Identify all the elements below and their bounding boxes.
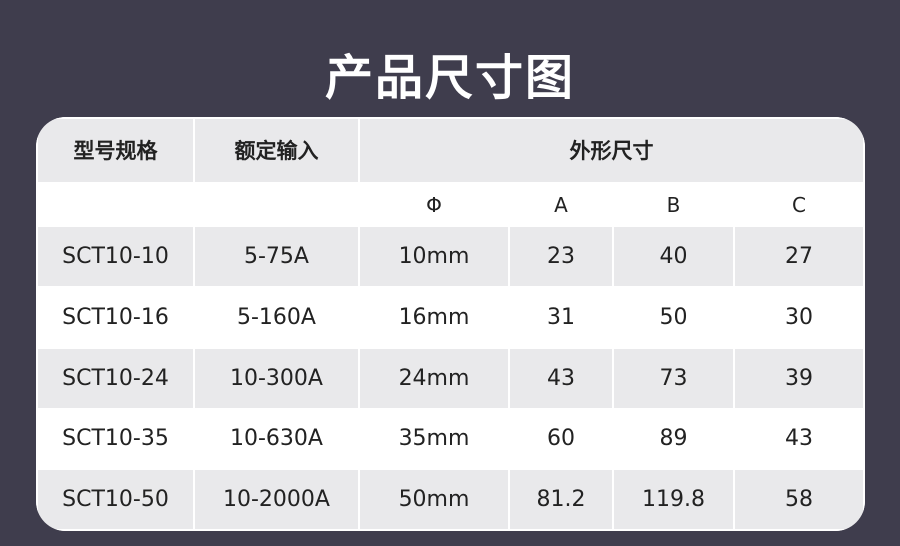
table-row: SCT10-24 10-300A 24mm 43 73 39: [36, 346, 865, 410]
empty-cell: [193, 181, 360, 228]
cell-input: 5-160A: [193, 286, 360, 349]
cell-diameter: 50mm: [358, 468, 510, 531]
cell-input: 10-630A: [193, 407, 360, 471]
subheader-b: B: [612, 181, 735, 228]
cell-diameter: 24mm: [358, 346, 510, 410]
table-header-row: 型号规格 额定输入 外形尺寸: [36, 117, 865, 184]
cell-a: 31: [508, 286, 614, 349]
cell-b: 89: [612, 407, 735, 471]
subheader-c: C: [733, 181, 865, 228]
cell-b: 73: [612, 346, 735, 410]
table-row: SCT10-50 10-2000A 50mm 81.2 119.8 58: [36, 468, 865, 531]
cell-c: 58: [733, 468, 865, 531]
cell-b: 119.8: [612, 468, 735, 531]
cell-diameter: 16mm: [358, 286, 510, 349]
empty-cell: [36, 181, 195, 228]
table-subheader-row: Φ A B C: [36, 181, 865, 228]
cell-a: 60: [508, 407, 614, 471]
header-dimensions: 外形尺寸: [358, 117, 865, 184]
dimension-table: 型号规格 额定输入 外形尺寸 Φ A B C SCT10-10 5-75A 10mm…: [36, 117, 865, 531]
cell-model: SCT10-24: [36, 346, 195, 410]
cell-model: SCT10-50: [36, 468, 195, 531]
cell-a: 23: [508, 225, 614, 289]
subheader-a: A: [508, 181, 614, 228]
cell-b: 40: [612, 225, 735, 289]
cell-model: SCT10-10: [36, 225, 195, 289]
cell-c: 30: [733, 286, 865, 349]
table-row: SCT10-10 5-75A 10mm 23 40 27: [36, 225, 865, 289]
table-row: SCT10-35 10-630A 35mm 60 89 43: [36, 407, 865, 471]
dimension-table-card: 型号规格 额定输入 外形尺寸 Φ A B C SCT10-10 5-75A 10mm…: [36, 117, 865, 531]
page-title: 产品尺寸图: [324, 50, 575, 106]
header-input: 额定输入: [193, 117, 360, 184]
cell-c: 27: [733, 225, 865, 289]
cell-input: 10-2000A: [193, 468, 360, 531]
cell-c: 39: [733, 346, 865, 410]
cell-model: SCT10-35: [36, 407, 195, 471]
cell-model: SCT10-16: [36, 286, 195, 349]
cell-input: 10-300A: [193, 346, 360, 410]
cell-a: 43: [508, 346, 614, 410]
cell-b: 50: [612, 286, 735, 349]
subheader-diameter: Φ: [358, 181, 510, 228]
cell-diameter: 35mm: [358, 407, 510, 471]
cell-diameter: 10mm: [358, 225, 510, 289]
cell-a: 81.2: [508, 468, 614, 531]
header-model: 型号规格: [36, 117, 195, 184]
table-row: SCT10-16 5-160A 16mm 31 50 30: [36, 286, 865, 349]
cell-input: 5-75A: [193, 225, 360, 289]
cell-c: 43: [733, 407, 865, 471]
